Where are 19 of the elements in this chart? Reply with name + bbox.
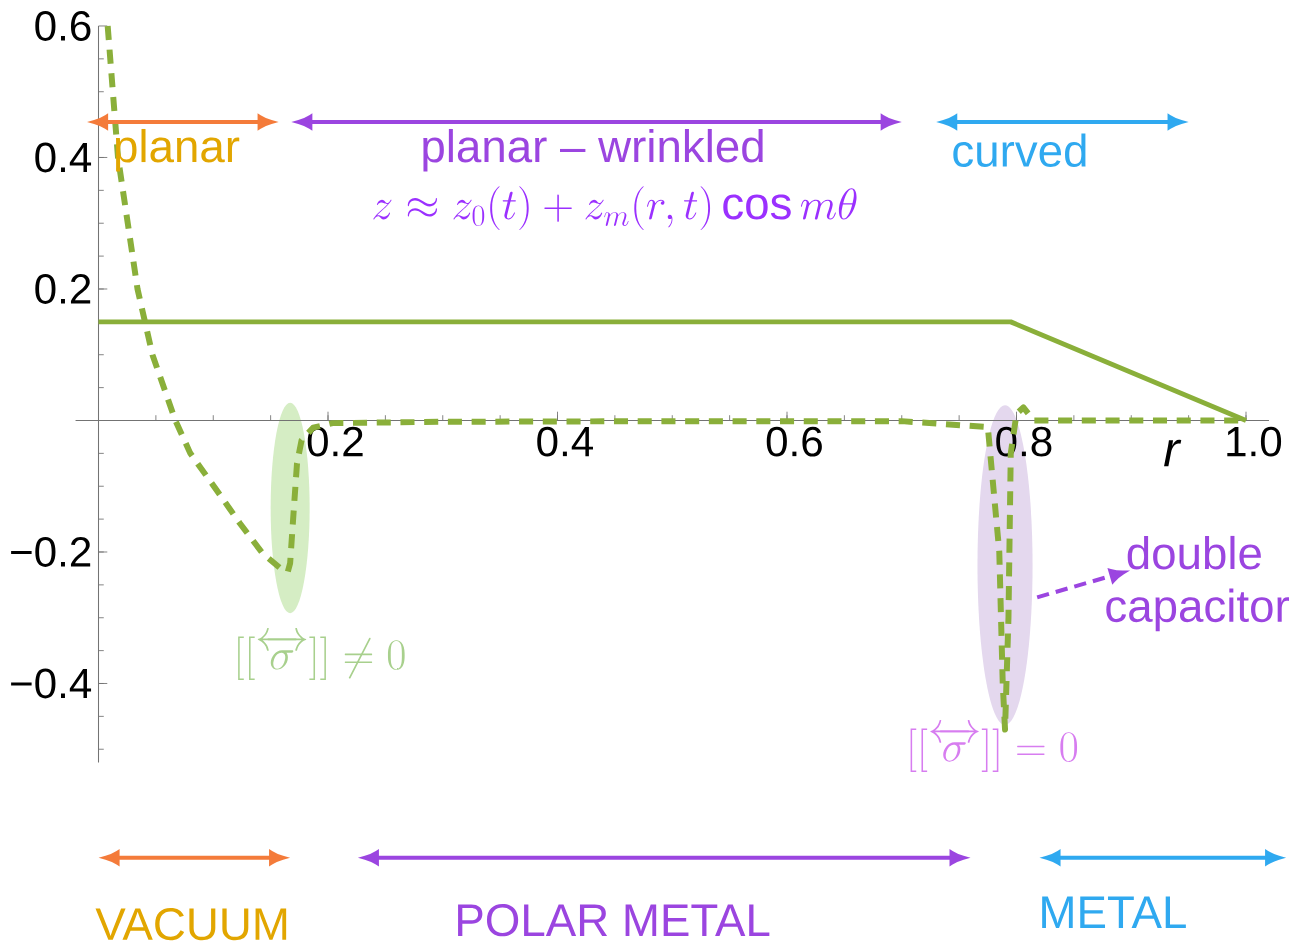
annotation: curved [953, 133, 1086, 168]
text: POLAR METAL [458, 903, 770, 937]
y-tick-label: 0.2 [35, 274, 91, 304]
annotation: planar – wrinkled [423, 128, 763, 172]
x-tick-label: 0.4 [537, 426, 593, 457]
text: METAL [1042, 896, 1186, 929]
y-tick-label: 0.6 [35, 11, 91, 41]
x-tick-label: 1.0 [1227, 426, 1282, 457]
x-axis-title: r [1164, 439, 1182, 467]
annotation: $[[\overleftrightarrow{\sigma}]] = 0$ [910, 720, 1078, 773]
text: VACUUM [95, 907, 287, 941]
annotation: planar [115, 128, 240, 172]
y-tick-label: −0.4 [11, 668, 92, 699]
y-tick-label: 0.4 [35, 142, 92, 173]
annotation: $[[\overleftrightarrow{\sigma}]] \neq 0$ [238, 628, 405, 681]
annotation: double capacitor [1106, 535, 1289, 632]
annotation: $z \approx z_0(t) + z_m(r,t)\cos m\theta$ [373, 186, 857, 230]
x-tick-label: 0.6 [766, 426, 822, 457]
y-tick-label: −0.2 [11, 537, 91, 567]
